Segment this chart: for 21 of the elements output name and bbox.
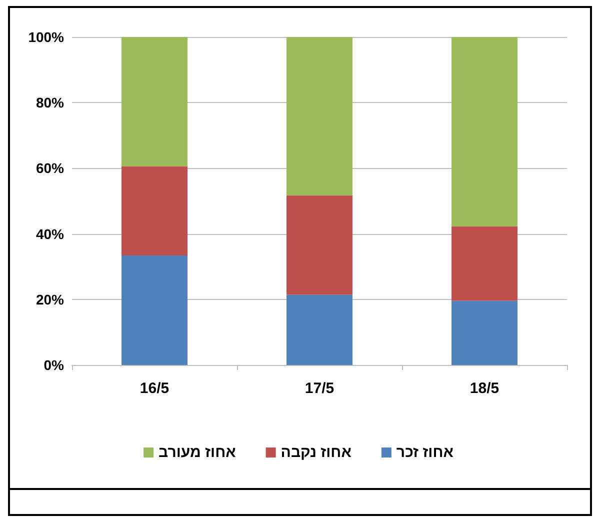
bar	[452, 37, 518, 226]
bar	[122, 37, 188, 166]
y-tick-label: 80%	[36, 94, 65, 111]
y-tick-label: 0%	[44, 357, 65, 373]
y-tick-label: 100%	[28, 29, 65, 45]
legend-label: אחוז זכר	[396, 444, 454, 461]
x-tick-label: 17/5	[304, 380, 334, 397]
legend-label: אחוז נקבה	[280, 444, 352, 461]
bar	[452, 226, 518, 301]
bar	[122, 166, 188, 256]
bar	[286, 294, 352, 365]
bar	[452, 300, 518, 365]
x-tick-label: 16/5	[140, 380, 170, 397]
y-tick-label: 60%	[36, 160, 65, 176]
bar	[286, 37, 352, 196]
bar	[286, 195, 352, 295]
y-tick-label: 20%	[36, 291, 65, 308]
x-tick-label: 18/5	[470, 380, 500, 397]
y-tick-label: 40%	[36, 226, 65, 242]
bar	[122, 255, 188, 365]
legend-label: אחוז מעורב	[158, 444, 236, 461]
